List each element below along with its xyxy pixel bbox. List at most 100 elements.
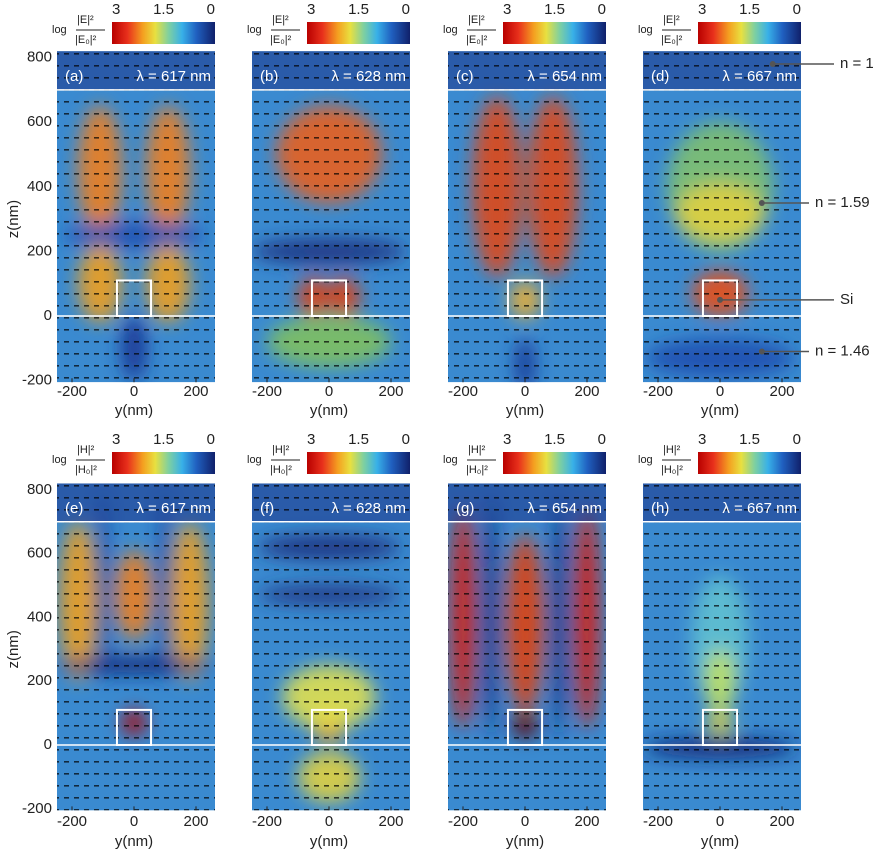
colorbar-denominator: |E₀|² <box>661 34 683 46</box>
field-vectors <box>448 483 606 810</box>
wavelength: λ = 654 nm <box>527 500 602 517</box>
colorbar-tick: 3 <box>307 431 315 448</box>
colorbar-denominator: |H₀|² <box>75 464 97 476</box>
colorbar-tick: 3 <box>112 1 120 18</box>
x-tick-label: 200 <box>574 383 599 400</box>
colorbar-tick: 1.5 <box>739 431 760 448</box>
colorbar-numerator: |H|² <box>272 444 290 456</box>
field-vectors <box>57 483 215 810</box>
colorbar-prefix: log <box>638 454 653 466</box>
z-tick-label: -200 <box>22 372 52 389</box>
colorbar-denominator: |E₀|² <box>270 34 292 46</box>
z-tick-label: 0 <box>44 736 52 753</box>
z-axis-label: z(nm) <box>5 630 22 668</box>
x-tick-label: 200 <box>378 813 403 830</box>
colorbar-denominator: |H₀|² <box>270 464 292 476</box>
wavelength: λ = 628 nm <box>331 68 406 85</box>
colorbar-tick: 3 <box>503 1 511 18</box>
colorbar <box>503 452 606 474</box>
x-axis-label: y(nm) <box>506 402 544 419</box>
colorbar-prefix: log <box>638 24 653 36</box>
field-map <box>252 483 410 810</box>
z-tick-label: 800 <box>27 49 52 66</box>
colorbar-tick: 3 <box>698 431 706 448</box>
field-vectors <box>448 51 606 382</box>
colorbar-denominator: |H₀|² <box>466 464 488 476</box>
z-tick-label: -200 <box>22 800 52 817</box>
annotation: n = 1.59 <box>815 194 870 211</box>
z-tick-label: 400 <box>27 178 52 195</box>
figure: (a)λ = 617 nmlog|E|²|E₀|²31.50-2000200y(… <box>0 0 877 857</box>
colorbar-tick: 1.5 <box>153 431 174 448</box>
field-map <box>57 483 216 810</box>
panel-letter: (f) <box>260 500 274 517</box>
wavelength: λ = 628 nm <box>331 500 406 517</box>
x-tick-label: 200 <box>769 813 794 830</box>
x-tick-label: 0 <box>716 813 724 830</box>
x-tick-label: 200 <box>183 383 208 400</box>
wavelength: λ = 667 nm <box>722 500 797 517</box>
field-vectors <box>643 51 801 382</box>
colorbar-tick: 1.5 <box>739 1 760 18</box>
z-tick-label: 200 <box>27 242 52 259</box>
colorbar-tick: 3 <box>307 1 315 18</box>
panel-letter: (b) <box>260 68 278 85</box>
z-axis-label: z(nm) <box>5 200 22 238</box>
x-tick-label: 0 <box>325 813 333 830</box>
panel-letter: (e) <box>65 500 83 517</box>
x-axis-label: y(nm) <box>115 833 153 850</box>
x-tick-label: 0 <box>716 383 724 400</box>
z-tick-label: 800 <box>27 481 52 498</box>
x-tick-label: -200 <box>252 813 282 830</box>
colorbar-prefix: log <box>247 24 262 36</box>
colorbar-tick: 0 <box>598 431 606 448</box>
z-tick-label: 0 <box>44 307 52 324</box>
x-tick-label: -200 <box>252 383 282 400</box>
x-tick-label: 200 <box>769 383 794 400</box>
wavelength: λ = 617 nm <box>136 68 211 85</box>
colorbar-tick: 3 <box>112 431 120 448</box>
colorbar-prefix: log <box>443 24 458 36</box>
x-axis-label: y(nm) <box>310 833 348 850</box>
z-tick-label: 600 <box>27 545 52 562</box>
colorbar <box>112 22 215 44</box>
colorbar-tick: 0 <box>402 1 410 18</box>
field-vectors <box>643 483 801 810</box>
colorbar-prefix: log <box>443 454 458 466</box>
field-map <box>448 483 606 810</box>
colorbar-tick: 0 <box>793 431 801 448</box>
x-axis-label: y(nm) <box>506 833 544 850</box>
field-map <box>643 51 801 382</box>
annotation: n = 1.46 <box>815 342 870 359</box>
x-axis-label: y(nm) <box>701 402 739 419</box>
colorbar <box>698 452 801 474</box>
colorbar-tick: 0 <box>598 1 606 18</box>
panel-letter: (d) <box>651 68 669 85</box>
annotation: Si <box>840 291 853 308</box>
colorbar-tick: 1.5 <box>544 1 565 18</box>
colorbar <box>307 22 410 44</box>
colorbar <box>307 452 410 474</box>
annotation: n = 1 <box>840 55 874 72</box>
panel-letter: (h) <box>651 500 669 517</box>
field-map <box>448 51 606 390</box>
z-tick-label: 200 <box>27 672 52 689</box>
z-tick-label: 400 <box>27 608 52 625</box>
colorbar-tick: 3 <box>698 1 706 18</box>
colorbar-numerator: |E|² <box>468 14 485 26</box>
field-vectors <box>252 51 410 382</box>
colorbar-tick: 0 <box>207 1 215 18</box>
x-tick-label: 200 <box>378 383 403 400</box>
x-tick-label: -200 <box>643 383 673 400</box>
colorbar-denominator: |E₀|² <box>75 34 97 46</box>
field-vectors <box>252 483 410 810</box>
x-tick-label: 0 <box>130 383 138 400</box>
colorbar-prefix: log <box>247 454 262 466</box>
x-tick-label: -200 <box>643 813 673 830</box>
x-tick-label: 0 <box>325 383 333 400</box>
x-axis-label: y(nm) <box>115 402 153 419</box>
field-map <box>252 51 411 382</box>
colorbar-numerator: |E|² <box>663 14 680 26</box>
colorbar-numerator: |E|² <box>272 14 289 26</box>
x-tick-label: -200 <box>57 813 87 830</box>
